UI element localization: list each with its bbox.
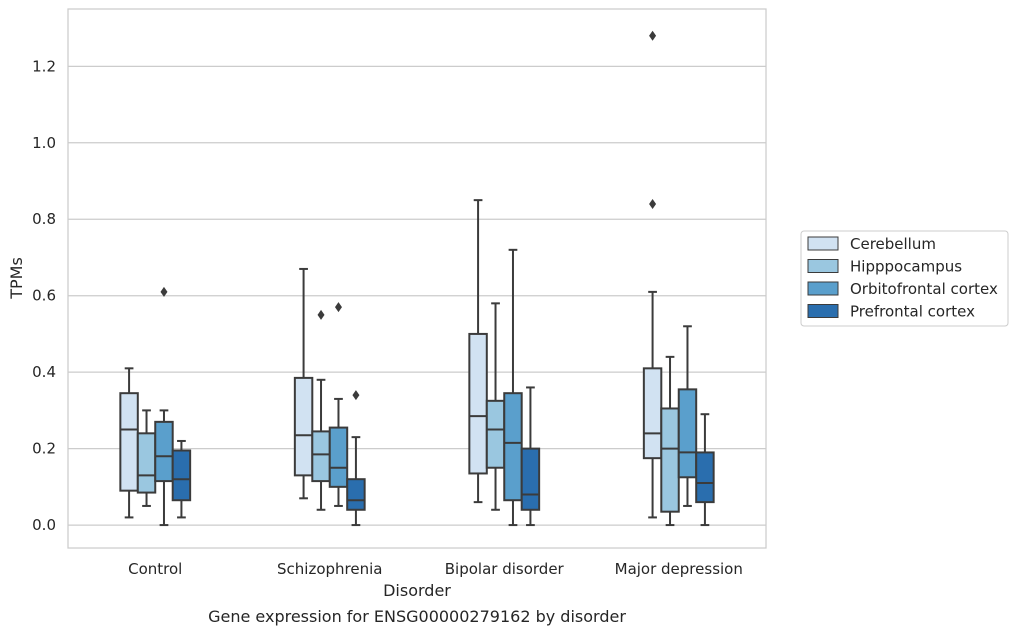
box-iqr xyxy=(485,399,506,469)
box-iqr xyxy=(695,451,715,504)
box-iqr xyxy=(119,392,139,492)
box-2-3 xyxy=(520,386,541,527)
outlier-point xyxy=(352,390,360,401)
y-tick-label: 0.6 xyxy=(32,287,56,305)
legend-swatch xyxy=(807,304,839,318)
box-iqr xyxy=(660,407,680,513)
box-iqr xyxy=(311,430,331,483)
x-tick-label: Major depression xyxy=(615,560,743,578)
outlier-point xyxy=(317,309,325,320)
box-1-2 xyxy=(328,302,349,507)
y-tick-labels: 0.0 0.2 0.4 0.6 0.8 1.0 1.2 xyxy=(32,57,56,534)
outlier-point xyxy=(649,198,657,209)
box-iqr xyxy=(136,432,157,494)
box-3-0 xyxy=(642,30,663,519)
x-tick-label: Bipolar disorder xyxy=(445,560,565,578)
legend-frame xyxy=(800,230,1009,327)
y-tick-label: 0.2 xyxy=(32,440,56,458)
legend-label: Hipppocampus xyxy=(850,258,962,276)
box-iqr xyxy=(171,449,192,502)
legend-label: Orbitofrontal cortex xyxy=(850,280,998,298)
legend-swatch xyxy=(807,259,839,273)
y-tick-label: 0.8 xyxy=(32,210,56,228)
y-tick-label: 0.0 xyxy=(32,516,56,534)
legend-label: Cerebellum xyxy=(850,235,936,253)
legend: Cerebellum Hipppocampus Orbitofrontal cort… xyxy=(800,230,1009,327)
box-0-2 xyxy=(154,286,174,527)
box-iqr xyxy=(677,388,698,479)
box-iqr xyxy=(642,367,663,460)
box-2-1 xyxy=(485,302,506,511)
outlier-point xyxy=(160,286,168,297)
box-2-2 xyxy=(503,248,523,527)
chart-caption: Gene expression for ENSG00000279162 by d… xyxy=(208,607,626,626)
box-3-3 xyxy=(695,413,715,527)
box-iqr xyxy=(468,332,488,475)
box-iqr xyxy=(154,420,174,483)
legend-label: Prefrontal cortex xyxy=(850,303,975,321)
box-0-3 xyxy=(171,439,192,519)
box-groups xyxy=(119,30,715,527)
y-tick-label: 0.4 xyxy=(32,363,56,381)
legend-swatch xyxy=(807,281,839,296)
legend-swatch xyxy=(807,236,839,251)
box-1-3 xyxy=(346,390,366,527)
outlier-point xyxy=(649,30,657,41)
outlier-point xyxy=(334,302,342,313)
box-1-0 xyxy=(293,267,314,500)
box-iqr xyxy=(520,447,541,511)
y-tick-label: 1.0 xyxy=(32,134,56,152)
box-iqr xyxy=(346,478,366,511)
box-iqr xyxy=(293,376,314,477)
y-tick-label: 1.2 xyxy=(32,57,56,75)
x-tick-labels: Control Schizophrenia Bipolar disorder Majo… xyxy=(128,560,743,578)
x-tick-label: Control xyxy=(128,560,182,578)
y-axis-title: TPMs xyxy=(7,257,26,300)
box-0-1 xyxy=(136,409,157,507)
box-1-1 xyxy=(311,309,331,511)
box-iqr xyxy=(503,392,523,502)
box-3-1 xyxy=(660,355,680,527)
x-tick-label: Schizophrenia xyxy=(277,560,382,578)
x-axis-title: Disorder xyxy=(383,581,451,600)
box-3-2 xyxy=(677,325,698,507)
box-iqr xyxy=(328,426,349,488)
